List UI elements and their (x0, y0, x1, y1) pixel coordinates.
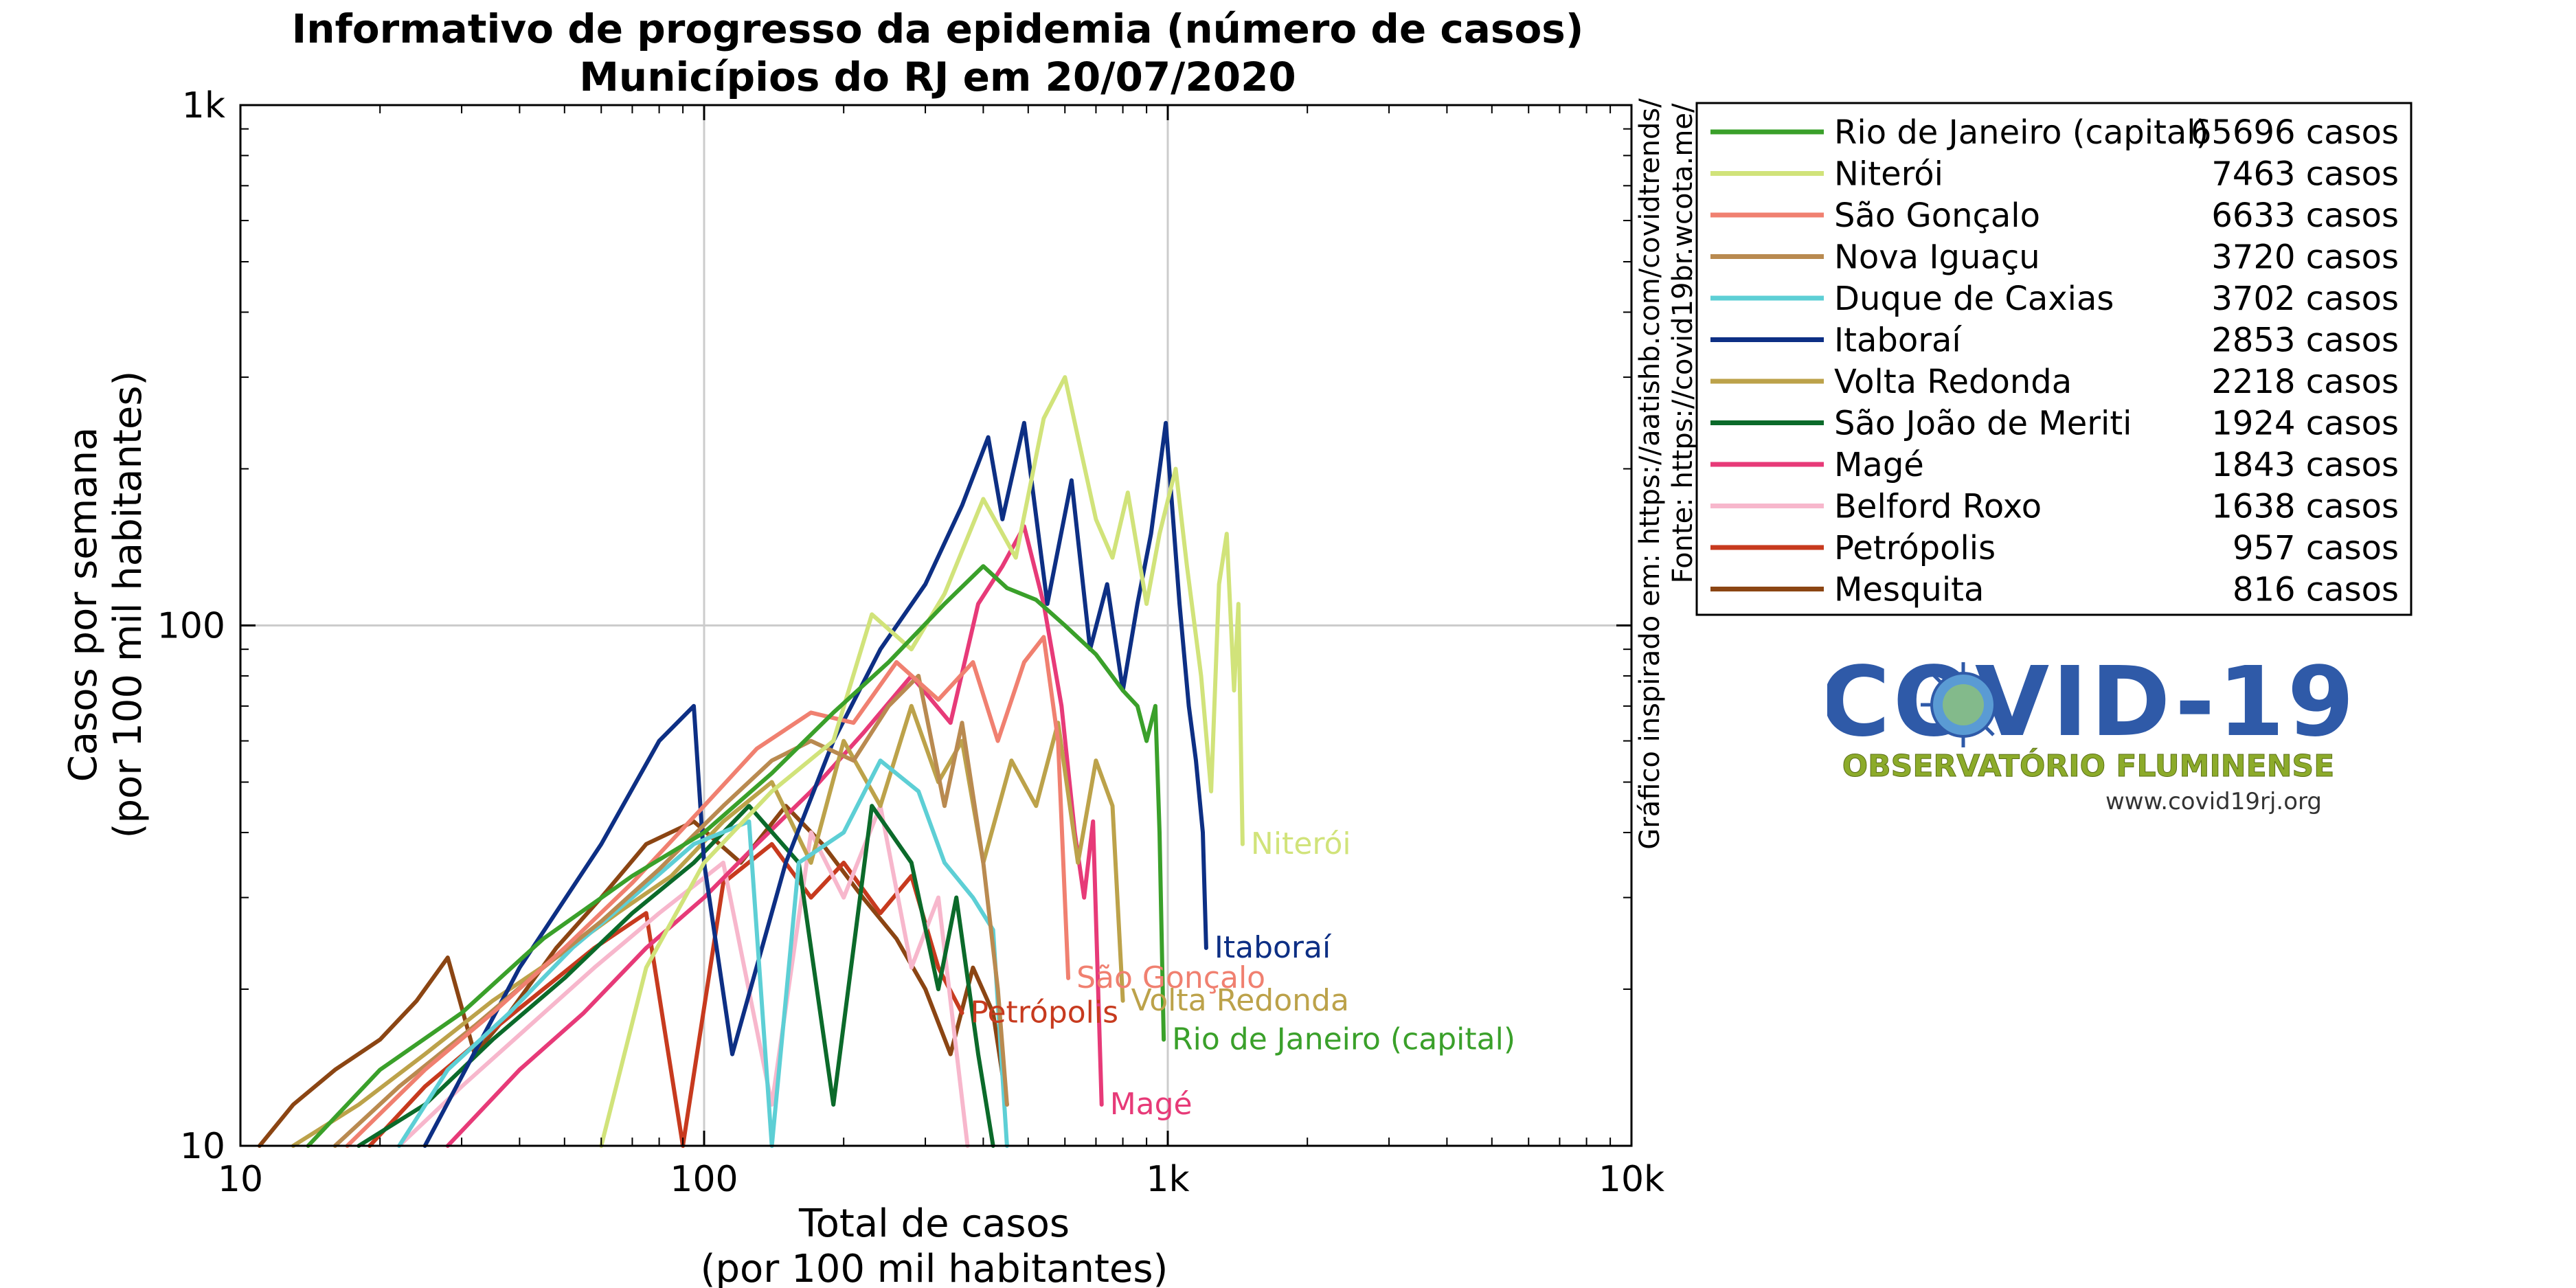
y-tick-label: 10 (180, 1126, 225, 1167)
chart-title-line2: Municípios do RJ em 20/07/2020 (579, 54, 1296, 100)
series-end-label-rio-de-janeiro-capital: Rio de Janeiro (capital) (1172, 1021, 1515, 1057)
x-tick-label: 1k (1146, 1159, 1189, 1200)
y-tick-label: 1k (182, 85, 225, 126)
legend-cases: 3702 casos (2211, 280, 2399, 318)
grid-lines (240, 105, 1631, 1146)
series-lines (257, 375, 1245, 1148)
y-tick-label: 100 (157, 606, 225, 647)
y-axis-label-units: (por 100 mil habitantes) (106, 371, 150, 839)
series-end-label-petropolis: Petrópolis (971, 995, 1119, 1030)
legend-name: Belford Roxo (1834, 488, 2042, 526)
y-axis-label: Casos por semana (61, 427, 106, 782)
legend-item-rio-de-janeiro-capital: Rio de Janeiro (capital)65696 casos (1710, 113, 2399, 152)
legend-name: Rio de Janeiro (capital) (1834, 113, 2208, 152)
chart-title-line1: Informativo de progresso da epidemia (nú… (292, 5, 1584, 52)
legend-name: Niterói (1834, 155, 1943, 194)
legend-name: Volta Redonda (1834, 363, 2072, 401)
series-end-label-volta-redonda: Volta Redonda (1131, 983, 1349, 1018)
logo-url: www.covid19rj.org (2105, 788, 2322, 815)
x-axis-label: Total de casos (798, 1201, 1070, 1246)
series-line-mesquita (257, 804, 1009, 1148)
legend-name: Duque de Caxias (1834, 280, 2114, 318)
legend-item-mesquita: Mesquita 816 casos (1710, 571, 2399, 609)
legend-item-mage: Magé 1843 casos (1710, 446, 2399, 484)
legend-item-petropolis: Petrópolis 957 casos (1710, 529, 2399, 567)
legend-name: Nova Iguaçu (1834, 238, 2040, 277)
legend-item-niteroi: Niterói 7463 casos (1710, 155, 2399, 194)
series-end-label-niteroi: Niterói (1251, 826, 1351, 861)
series-end-label-itaborai: Itaboraí (1214, 930, 1332, 965)
legend-frame (1695, 102, 2413, 616)
x-tick-label: 10k (1598, 1159, 1664, 1200)
logo-title: COVID-19 (1827, 659, 2349, 758)
legend-cases: 1843 casos (2211, 446, 2399, 484)
legend-cases: 6633 casos (2211, 196, 2399, 235)
legend-name: Magé (1834, 446, 1924, 484)
series-line-belford-roxo (397, 804, 970, 1148)
legend-name: Mesquita (1834, 571, 1984, 609)
series-line-petropolis (368, 841, 964, 1148)
legend-item-sao-joao-de-meriti: São João de Meriti 1924 casos (1710, 405, 2399, 443)
legend-name: São João de Meriti (1834, 405, 2132, 443)
series-end-labels: Rio de Janeiro (capital) Niterói São Gonça… (971, 826, 1515, 1122)
axis-ticks: 10 100 1k 10k 10 100 1k (157, 85, 1664, 1200)
legend-cases: 65696 casos (2191, 113, 2399, 152)
x-tick-label: 10 (218, 1159, 263, 1200)
legend-item-sao-goncalo: São Gonçalo 6633 casos (1710, 196, 2399, 235)
legend-cases: 1924 casos (2211, 405, 2399, 443)
legend-item-belford-roxo: Belford Roxo 1638 casos (1710, 488, 2399, 526)
series-end-label-mage: Magé (1110, 1087, 1193, 1122)
legend-cases: 1638 casos (2211, 488, 2399, 526)
virus-icon (1921, 662, 2006, 747)
logo-subtitle: OBSERVATÓRIO FLUMINENSE (1842, 747, 2335, 784)
series-line-rio-de-janeiro-capital (306, 564, 1166, 1148)
legend-cases: 7463 casos (2211, 155, 2399, 194)
legend-item-itaborai: Itaboraí 2853 casos (1710, 321, 2399, 360)
legend-name: São Gonçalo (1834, 196, 2040, 235)
series-end-label-sao-goncalo: São Gonçalo (1076, 960, 1265, 995)
legend-name: Petrópolis (1834, 529, 1996, 567)
legend: Rio de Janeiro (capital)65696 casosNiter… (1695, 102, 2413, 616)
legend-name: Itaboraí (1834, 321, 1962, 360)
legend-cases: 2218 casos (2211, 363, 2399, 401)
x-tick-label: 100 (670, 1159, 738, 1200)
series-line-sao-goncalo (345, 635, 1071, 1148)
source-note-2: Fonte: https://covid19br.wcota.me/ (1667, 103, 1699, 583)
series-line-volta-redonda (291, 703, 1125, 1148)
legend-cases: 816 casos (2233, 571, 2399, 609)
covid19-observatorio-logo: COVID-19 OBSERVATÓRIO FLUMINENSE www.cov… (1827, 659, 2349, 815)
legend-item-duque-de-caxias: Duque de Caxias 3702 casos (1710, 280, 2399, 318)
series-line-duque-de-caxias (397, 758, 1009, 1148)
legend-item-volta-redonda: Volta Redonda 2218 casos (1710, 363, 2399, 401)
legend-cases: 3720 casos (2211, 238, 2399, 277)
x-axis-label-units: (por 100 mil habitantes) (701, 1247, 1168, 1288)
legend-cases: 2853 casos (2211, 321, 2399, 360)
source-note-1: Gráfico inspirado em: https://aatishb.co… (1634, 98, 1666, 850)
legend-item-nova-iguacu: Nova Iguaçu 3720 casos (1710, 238, 2399, 277)
legend-cases: 957 casos (2233, 529, 2399, 567)
series-line-itaborai (422, 420, 1208, 1148)
